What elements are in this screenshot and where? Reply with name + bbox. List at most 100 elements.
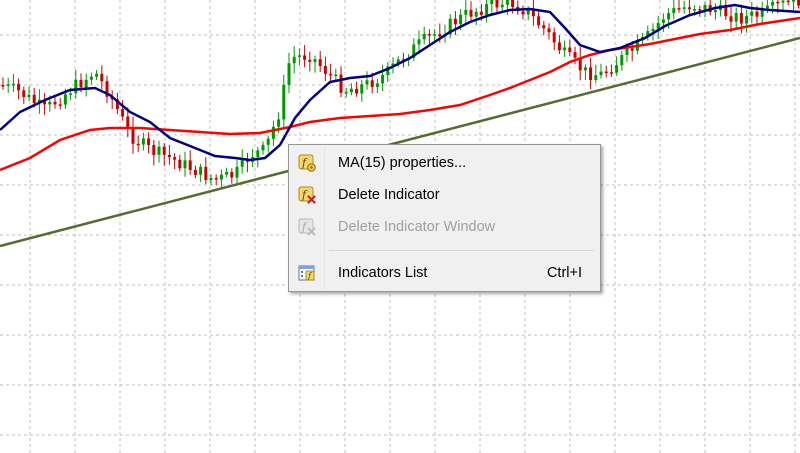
candle-body	[739, 13, 743, 24]
candle-body	[271, 126, 275, 139]
candle-body	[760, 8, 764, 17]
candle-body	[1, 85, 5, 87]
candle-body	[615, 65, 619, 73]
candle-body	[214, 177, 218, 180]
candle-body	[334, 74, 338, 76]
svg-text:f: f	[301, 221, 308, 234]
menu-item-ma-properties[interactable]: f MA(15) properties...	[291, 148, 598, 178]
candle-body	[656, 22, 660, 29]
candle-body	[17, 83, 21, 91]
candle-body	[485, 4, 489, 15]
candle-body	[375, 83, 379, 88]
context-menu: f MA(15) properties... f Delete Indicato…	[288, 144, 601, 292]
candle-body	[552, 32, 556, 43]
indicator-properties-icon: f	[298, 154, 316, 172]
candle-body	[609, 72, 613, 74]
candle-body	[568, 47, 572, 53]
candle-body	[464, 9, 468, 15]
candle-body	[505, 0, 509, 5]
candle-body	[173, 157, 177, 160]
candle-body	[48, 101, 52, 105]
candle-body	[53, 101, 57, 105]
candle-body	[537, 16, 541, 26]
candle-body	[797, 0, 800, 6]
candle-body	[209, 177, 213, 180]
candle-body	[604, 71, 608, 74]
candle-body	[360, 84, 364, 94]
candle-body	[771, 1, 775, 6]
candle-body	[791, 0, 795, 2]
candle-body	[495, 0, 499, 8]
candle-body	[121, 109, 125, 117]
candle-body	[511, 0, 515, 8]
candle-body	[11, 83, 15, 86]
candle-body	[677, 8, 681, 10]
candle-body	[27, 94, 31, 97]
trendline[interactable]	[0, 36, 800, 248]
candle-body	[765, 5, 769, 9]
candle-body	[240, 158, 244, 167]
candle-body	[687, 7, 691, 10]
candle-body	[136, 143, 140, 146]
svg-text:f: f	[307, 272, 313, 281]
candle-body	[745, 15, 749, 24]
candle-body	[193, 169, 197, 175]
menu-gutter-divider	[324, 147, 325, 289]
candle-body	[308, 59, 312, 62]
candle-body	[188, 160, 192, 170]
candle-body	[729, 16, 733, 22]
candle-body	[531, 9, 535, 17]
candle-body	[349, 88, 353, 93]
candle-body	[479, 11, 483, 15]
candle-body	[89, 76, 93, 80]
candle-body	[521, 11, 525, 15]
menu-item-label: Indicators List	[338, 265, 428, 281]
candle-body	[63, 94, 67, 105]
candle-body	[557, 42, 561, 51]
candle-body	[381, 75, 385, 84]
candle-body	[396, 59, 400, 64]
candle-body	[318, 59, 322, 66]
menu-item-label: Delete Indicator	[338, 187, 440, 203]
candle-body	[152, 145, 156, 155]
menu-item-label: Delete Indicator Window	[338, 219, 496, 235]
candle-body	[339, 74, 343, 93]
candle-body	[297, 55, 301, 57]
candle-body	[698, 9, 702, 11]
candle-body	[100, 73, 104, 82]
candle-body	[266, 138, 270, 145]
candle-body	[682, 7, 686, 9]
candle-body	[448, 18, 452, 35]
candle-body	[225, 172, 229, 175]
candle-body	[713, 10, 717, 13]
candle-body	[776, 1, 780, 4]
candle-body	[563, 47, 567, 51]
delete-indicator-window-icon: f	[298, 218, 316, 236]
candle-body	[573, 52, 577, 58]
menu-item-label: MA(15) properties...	[338, 155, 467, 171]
menu-item-delete-indicator-window[interactable]: f Delete Indicator Window	[291, 212, 598, 242]
candle-body	[141, 138, 145, 145]
candle-body	[583, 67, 587, 71]
candle-body	[526, 9, 530, 15]
candle-body	[438, 34, 442, 37]
candle-body	[292, 56, 296, 64]
candle-body	[287, 63, 291, 85]
candle-body	[547, 28, 551, 33]
candle-body	[667, 13, 671, 20]
candle-body	[313, 59, 317, 62]
candle-body	[43, 99, 47, 105]
candle-body	[422, 34, 426, 40]
moving-average-fast-line[interactable]	[0, 3, 800, 162]
candle-body	[69, 93, 73, 95]
candle-body	[661, 19, 665, 23]
moving-average-slow-line[interactable]	[0, 16, 800, 172]
menu-separator	[329, 250, 594, 251]
candle-body	[724, 5, 728, 17]
menu-item-delete-indicator[interactable]: f Delete Indicator	[291, 180, 598, 210]
menu-item-indicators-list[interactable]: f Indicators List Ctrl+I	[291, 258, 598, 288]
candle-body	[490, 0, 494, 5]
candle-body	[58, 104, 62, 106]
